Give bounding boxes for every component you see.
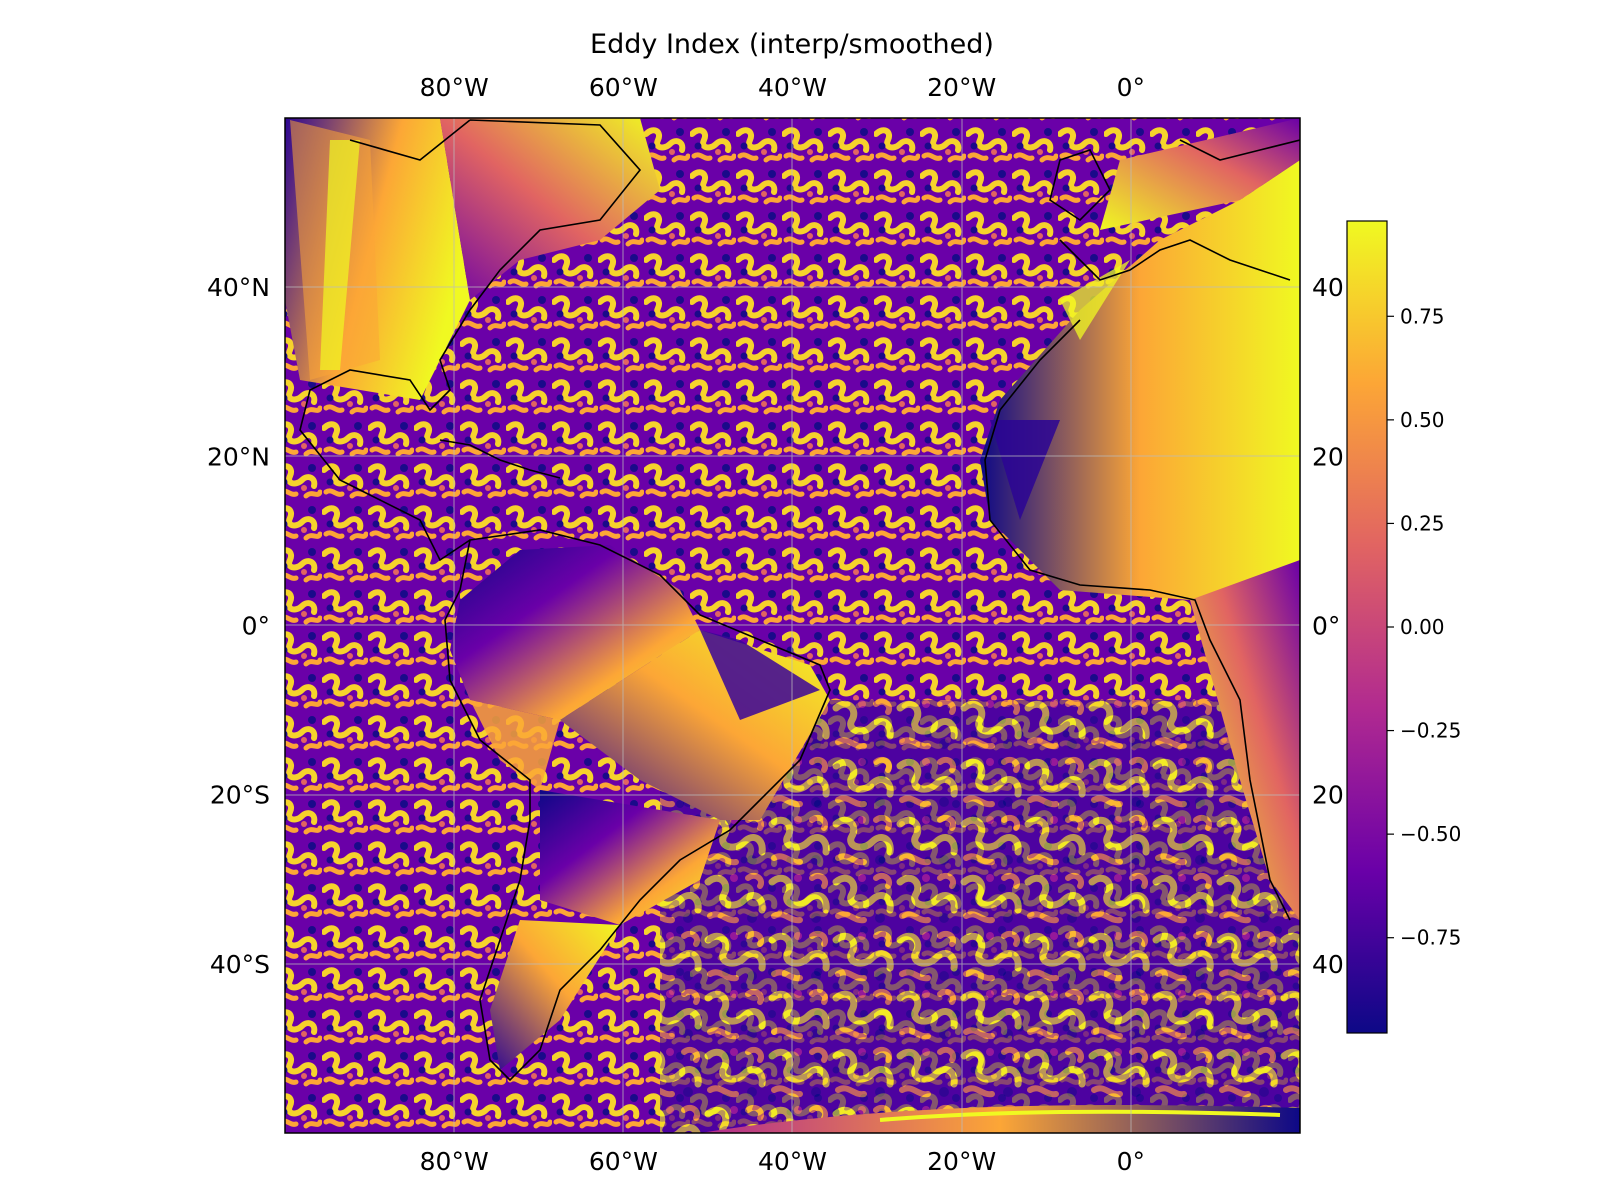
colorbar-tick-label: 0.25 — [1400, 511, 1445, 535]
coastlines — [299, 119, 1300, 1082]
lon-tick-label-top: 80°W — [420, 73, 489, 102]
colorbar-bar — [1346, 220, 1388, 1034]
lon-tick-label-top: 0° — [1117, 73, 1145, 102]
lon-tick-label-bottom: 60°W — [589, 1147, 658, 1176]
colorbar-tick-label: −0.50 — [1400, 822, 1461, 846]
lat-ticks-left: 40°N 20°N 0° 20°S 40°S — [207, 273, 270, 979]
coast-africa — [984, 319, 1291, 921]
map-frame — [284, 117, 1301, 1134]
lon-tick-label-bottom: 0° — [1117, 1147, 1145, 1176]
lon-tick-label-bottom: 80°W — [420, 1147, 489, 1176]
lat-tick-label-right: 0° — [1312, 612, 1340, 641]
lat-tick-label-left: 40°N — [207, 273, 270, 302]
lat-tick-label-left: 20°N — [207, 442, 270, 471]
coast-europe — [1049, 139, 1300, 281]
coast-north-america — [299, 119, 642, 562]
lon-tick-label-bottom: 20°W — [927, 1147, 996, 1176]
colorbar-ticks: 0.75 0.50 0.25 0.00 −0.25 −0.50 −0.75 — [1387, 304, 1461, 950]
land-interpolation-antarctica — [700, 1105, 1300, 1133]
colorbar-tick-label: 0.75 — [1400, 304, 1445, 328]
lat-ticks-right: 40 20 0° 20 40 — [1312, 273, 1344, 979]
lat-tick-label-right: 20 — [1312, 442, 1344, 471]
coast-caribbean — [439, 439, 561, 479]
colorbar-tick-label: −0.75 — [1400, 926, 1461, 950]
lon-tick-label-top: 20°W — [927, 73, 996, 102]
colorbar-tick-label: −0.25 — [1400, 719, 1461, 743]
lat-tick-label-left: 0° — [242, 612, 270, 641]
map-title: Eddy Index (interp/smoothed) — [590, 29, 994, 60]
land-interpolation-north-america — [285, 118, 660, 400]
lat-tick-label-left: 40°S — [210, 950, 270, 979]
lat-tick-label-right: 40 — [1312, 950, 1344, 979]
lat-tick-label-right: 40 — [1312, 273, 1344, 302]
map-panel — [285, 118, 1300, 1133]
colorbar-tick-label: 0.50 — [1400, 408, 1445, 432]
lon-ticks-top: 80°W 60°W 40°W 20°W 0° — [420, 73, 1145, 102]
lon-tick-label-bottom: 40°W — [758, 1147, 827, 1176]
lon-tick-label-top: 40°W — [758, 73, 827, 102]
lon-tick-label-top: 60°W — [589, 73, 658, 102]
lat-tick-label-right: 20 — [1312, 781, 1344, 810]
land-interpolation-south-america — [450, 545, 830, 1070]
gridlines — [285, 118, 1300, 1133]
coast-south-america — [444, 529, 831, 1082]
lat-tick-label-left: 20°S — [210, 781, 270, 810]
lon-ticks-bottom: 80°W 60°W 40°W 20°W 0° — [420, 1147, 1145, 1176]
colorbar: 0.75 0.50 0.25 0.00 −0.25 −0.50 −0.75 — [1346, 220, 1461, 1034]
colorbar-tick-label: 0.00 — [1400, 615, 1445, 639]
